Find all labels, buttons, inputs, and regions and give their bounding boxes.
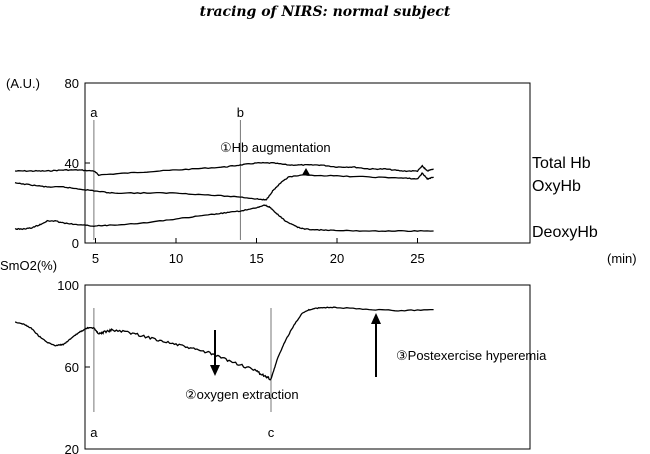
annotation-postexercise-hyperemia: ③Postexercise hyperemia bbox=[396, 348, 547, 363]
series-line-smo2 bbox=[15, 306, 434, 381]
annotation-hb-augmentation: ①Hb augmentation bbox=[220, 140, 331, 155]
top-panel: (A.U.) (min) 0 40 80 5 10 15 20 25 a b Total Hb… bbox=[6, 76, 637, 266]
x-tick-label: 10 bbox=[169, 251, 183, 266]
y-tick-label: 80 bbox=[65, 76, 79, 91]
down-arrow-icon bbox=[210, 365, 220, 376]
series-line-deoxyhb bbox=[14, 204, 434, 233]
y-tick-label: 40 bbox=[65, 156, 79, 171]
legend-label-oxyhb: OxyHb bbox=[532, 178, 581, 195]
series-line-oxyhb bbox=[14, 172, 434, 201]
bottom-panel: SmO2(%) 20 60 100 a c ②oxygen extraction ③P… bbox=[0, 258, 547, 454]
annotation-text: oxygen extraction bbox=[197, 387, 299, 402]
x-tick-label: 25 bbox=[410, 251, 424, 266]
annotation-number: ① bbox=[220, 140, 232, 155]
x-tick-label: 20 bbox=[330, 251, 344, 266]
annotation-text: Postexercise hyperemia bbox=[408, 348, 547, 363]
y-tick-label: 60 bbox=[65, 360, 79, 375]
marker-label-a: a bbox=[90, 105, 98, 120]
bottom-ylabel: SmO2(%) bbox=[0, 258, 57, 273]
x-tick-label: 5 bbox=[92, 251, 99, 266]
legend-label-deoxyhb: DeoxyHb bbox=[532, 224, 598, 241]
y-tick-label: 20 bbox=[65, 442, 79, 454]
arrowhead-icon bbox=[302, 168, 310, 175]
bottom-plot-frame bbox=[84, 284, 531, 450]
xlabel: (min) bbox=[607, 251, 637, 266]
y-tick-label: 100 bbox=[57, 278, 79, 293]
marker-label-b: b bbox=[237, 105, 244, 120]
series-line-total-hb bbox=[14, 161, 434, 177]
y-tick-label: 0 bbox=[72, 236, 79, 251]
annotation-text: Hb augmentation bbox=[232, 140, 331, 155]
up-arrow-icon bbox=[371, 313, 381, 324]
marker-label-c: c bbox=[268, 425, 275, 440]
top-plot-frame bbox=[84, 82, 531, 244]
figure-title: tracing of NIRS: normal subject bbox=[200, 4, 451, 20]
marker-label-a: a bbox=[90, 425, 98, 440]
top-ylabel: (A.U.) bbox=[6, 76, 40, 91]
annotation-number: ③ bbox=[396, 348, 408, 363]
x-tick-label: 15 bbox=[249, 251, 263, 266]
annotation-number: ② bbox=[185, 387, 197, 402]
legend-label-total-hb: Total Hb bbox=[532, 155, 591, 172]
annotation-oxygen-extraction: ②oxygen extraction bbox=[185, 387, 299, 402]
